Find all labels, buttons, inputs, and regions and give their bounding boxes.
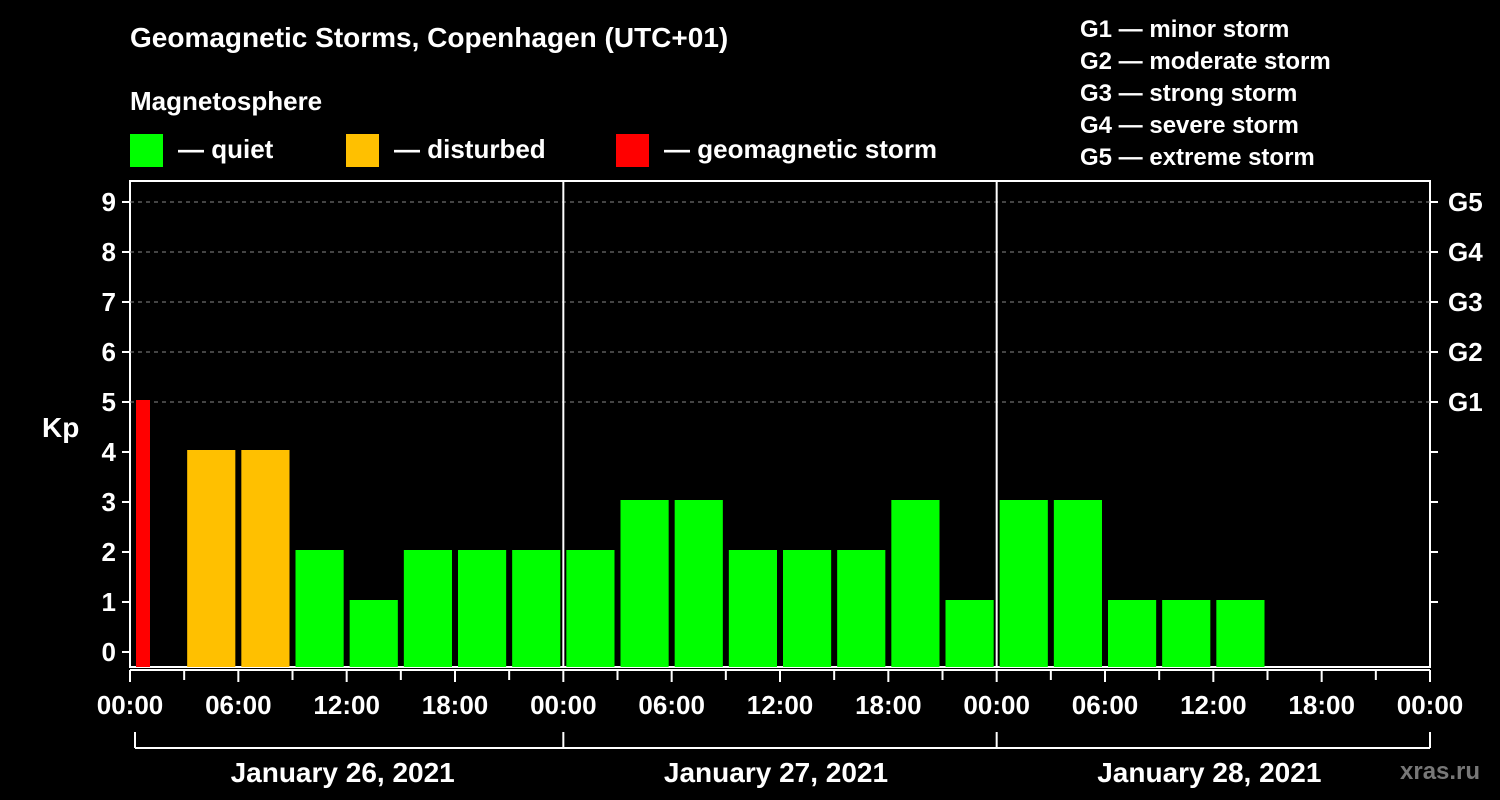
plot-frame (129, 180, 1431, 668)
bar-6 (458, 550, 507, 667)
y-tick-label-9: 9 (102, 187, 116, 217)
bar-0 (136, 400, 150, 667)
bar-12 (783, 550, 832, 667)
day-label-0: January 26, 2021 (231, 757, 455, 788)
right-axis-label-g3: G3 (1448, 287, 1483, 317)
y-tick-label-5: 5 (102, 387, 116, 417)
legend-swatch-storm (616, 134, 649, 167)
x-tick-label-12: 00:00 (1397, 690, 1464, 720)
y-tick-label-8: 8 (102, 237, 116, 267)
y-tick-label-3: 3 (102, 487, 116, 517)
x-tick-label-10: 12:00 (1180, 690, 1247, 720)
bar-4 (349, 600, 398, 667)
bar-14 (891, 500, 940, 667)
watermark: xras.ru (1400, 758, 1481, 785)
right-axis-label-g1: G1 (1448, 387, 1483, 417)
legend-swatch-disturbed (346, 134, 379, 167)
y-tick-label-2: 2 (102, 537, 116, 567)
bar-13 (837, 550, 886, 667)
bar-5 (403, 550, 452, 667)
storm-level-legend: G1 — minor storm G2 — moderate storm G3 … (1080, 14, 1331, 174)
x-tick-label-5: 06:00 (638, 690, 705, 720)
x-tick-label-11: 18:00 (1288, 690, 1355, 720)
day-label-1: January 27, 2021 (664, 757, 888, 788)
y-tick-label-0: 0 (102, 637, 116, 667)
bar-19 (1162, 600, 1211, 667)
x-tick-label-6: 12:00 (747, 690, 814, 720)
legend-label-storm: — geomagnetic storm (664, 134, 938, 164)
storm-level-g4: G4 — severe storm (1080, 112, 1299, 139)
bar-8 (566, 550, 615, 667)
x-tick-label-3: 18:00 (422, 690, 489, 720)
y-axis-label: Kp (42, 412, 80, 443)
bar-18 (1108, 600, 1157, 667)
bar-2 (241, 450, 290, 667)
x-tick-label-8: 00:00 (963, 690, 1030, 720)
legend-label-quiet: — quiet (178, 134, 274, 164)
storm-level-g2: G2 — moderate storm (1080, 48, 1331, 75)
y-tick-label-7: 7 (102, 287, 116, 317)
storm-level-g1: G1 — minor storm (1080, 16, 1290, 43)
x-tick-label-9: 06:00 (1072, 690, 1139, 720)
legend-storm: — geomagnetic storm (616, 134, 956, 168)
storm-level-g5: G5 — extreme storm (1080, 144, 1315, 171)
storm-level-g3: G3 — strong storm (1080, 80, 1298, 107)
y-tick-label-1: 1 (102, 587, 116, 617)
x-tick-label-7: 18:00 (855, 690, 922, 720)
legend-label-disturbed: — disturbed (394, 134, 546, 164)
right-axis-label-g5: G5 (1448, 187, 1483, 217)
bar-15 (945, 600, 994, 667)
x-tick-label-4: 00:00 (530, 690, 597, 720)
y-tick-label-6: 6 (102, 337, 116, 367)
chart-title: Geomagnetic Storms, Copenhagen (UTC+01) (130, 22, 729, 53)
bar-9 (620, 500, 669, 667)
bar-11 (728, 550, 777, 667)
bar-7 (512, 550, 561, 667)
legend-disturbed: — disturbed (346, 134, 586, 168)
legend-quiet: — quiet (130, 134, 330, 168)
x-tick-label-1: 06:00 (205, 690, 272, 720)
legend-swatch-quiet (130, 134, 163, 167)
bar-16 (999, 500, 1048, 667)
bar-20 (1216, 600, 1265, 667)
bar-17 (1053, 500, 1102, 667)
bar-10 (674, 500, 723, 667)
right-axis-label-g4: G4 (1448, 237, 1483, 267)
day-label-2: January 28, 2021 (1097, 757, 1321, 788)
right-axis-label-g2: G2 (1448, 337, 1483, 367)
legend-title: Magnetosphere (130, 86, 323, 116)
x-tick-label-2: 12:00 (313, 690, 380, 720)
x-tick-label-0: 00:00 (97, 690, 164, 720)
y-tick-label-4: 4 (102, 437, 117, 467)
bar-1 (187, 450, 236, 667)
bar-3 (295, 550, 344, 667)
